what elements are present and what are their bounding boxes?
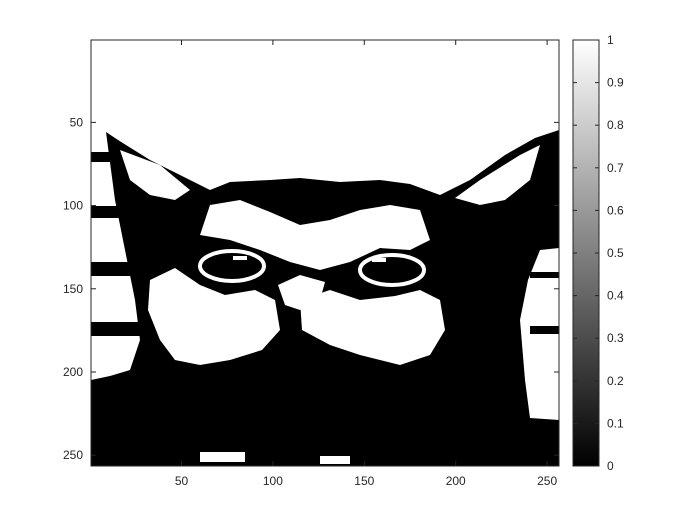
right-eye-highlight	[372, 258, 386, 262]
colorbar-tick-label: 0.8	[607, 118, 624, 132]
chin-highlight	[320, 456, 350, 464]
bg-stripe	[91, 152, 131, 162]
x-tick-label: 250	[537, 474, 557, 488]
y-ticks: 50 100 150 200 250	[63, 115, 559, 462]
colorbar-tick-label: 0.3	[607, 331, 624, 345]
face-white-right-cheek	[300, 290, 445, 365]
colorbar-tick-label: 0.1	[607, 416, 624, 430]
chin-highlight	[200, 452, 245, 462]
colorbar-ticks: 0 0.1 0.2 0.3 0.4 0.5 0.6 0.7 0.8 0.9 1	[573, 33, 624, 473]
right-eye	[358, 253, 426, 287]
face-white-forehead	[200, 200, 430, 270]
face-white-muzzle	[278, 275, 325, 310]
bg-stripe	[530, 326, 559, 334]
x-tick-label: 50	[175, 474, 189, 488]
y-tick-label: 250	[63, 448, 83, 462]
colorbar-tick-label: 1	[607, 33, 614, 47]
bg-stripe	[91, 206, 131, 218]
colorbar-tick-label: 0.5	[607, 246, 624, 260]
colorbar-tick-label: 0	[607, 459, 614, 473]
x-ticks: 50 100 150 200 250	[175, 40, 557, 488]
colorbar-tick-label: 0.4	[607, 289, 624, 303]
x-tick-label: 100	[263, 474, 283, 488]
bg-stripe	[91, 262, 151, 276]
colorbar-tick-label: 0.2	[607, 374, 624, 388]
x-tick-label: 200	[446, 474, 466, 488]
left-eye	[198, 249, 266, 283]
left-ear-inner	[120, 150, 190, 200]
x-tick-label: 150	[354, 474, 374, 488]
bg-stripe	[91, 322, 151, 336]
bg-stripe	[91, 380, 131, 390]
y-tick-label: 150	[63, 282, 83, 296]
colorbar-tick-label: 0.9	[607, 76, 624, 90]
colorbar-gradient	[573, 40, 599, 466]
colorbar-tick-label: 0.6	[607, 203, 624, 217]
image-axes-frame	[90, 39, 560, 467]
cat-image	[91, 130, 559, 466]
colorbar: 0 0.1 0.2 0.3 0.4 0.5 0.6 0.7 0.8 0.9 1	[572, 33, 624, 473]
y-tick-label: 100	[63, 199, 83, 213]
left-eye-highlight	[233, 256, 247, 260]
colorbar-tick-label: 0.7	[607, 161, 624, 175]
image-axes: 50 100 150 200 250 50 100 150 200 250	[63, 39, 560, 488]
right-ear-inner	[455, 145, 540, 205]
y-tick-label: 50	[70, 115, 84, 129]
y-tick-label: 200	[63, 365, 83, 379]
face-white-left-cheek	[148, 268, 280, 365]
bg-stripe	[530, 272, 559, 278]
